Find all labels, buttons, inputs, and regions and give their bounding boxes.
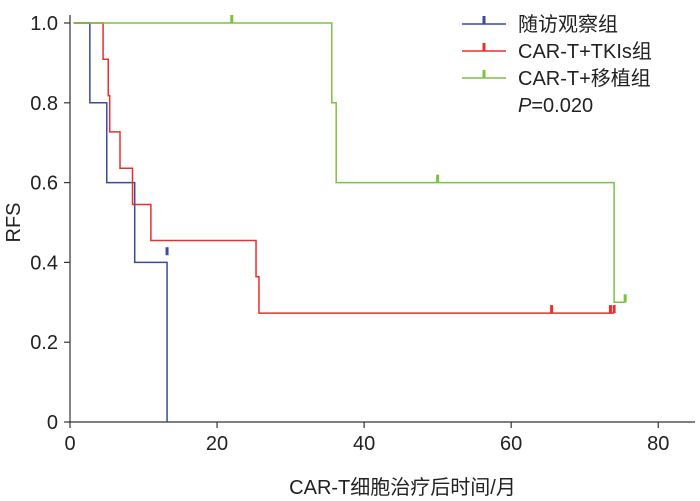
x-tick-label-80: 80 [647,433,669,455]
km-curve-series-1 [73,22,615,314]
x-axis-title: CAR-T细胞治疗后时间/月 [289,476,516,499]
survival-curves [73,22,626,422]
y-tick-label-1.0: 1.0 [30,13,58,35]
x-ticks: 0 20 40 60 80 [64,422,669,455]
km-curve-series-2 [73,22,626,304]
legend-label-series-0: 随访观察组 [518,13,618,36]
y-tick-label-0.4: 0.4 [30,252,58,274]
legend-label-series-1: CAR-T+TKIs组 [518,40,652,63]
censor-marks [165,15,627,314]
p-value-label: P=0.020 [518,95,593,117]
p-value-symbol: P [518,95,532,117]
x-tick-label-20: 20 [206,433,228,455]
km-curve-series-0 [73,22,168,422]
x-tick-label-40: 40 [353,433,375,455]
y-tick-label-0.8: 0.8 [30,93,58,115]
p-value-number: =0.020 [531,95,593,117]
y-axis-title: RFS [3,203,25,243]
y-ticks: 0 0.2 0.4 0.6 0.8 1.0 [30,13,70,434]
x-tick-label-60: 60 [500,433,522,455]
y-tick-label-0.6: 0.6 [30,173,58,195]
legend-label-series-2: CAR-T+移植组 [518,67,651,90]
y-tick-label-0: 0 [47,412,58,434]
axes [69,15,695,423]
legend: 随访观察组 CAR-T+TKIs组 CAR-T+移植组 [462,13,652,90]
x-tick-label-0: 0 [64,433,75,455]
y-tick-label-0.2: 0.2 [30,332,58,354]
